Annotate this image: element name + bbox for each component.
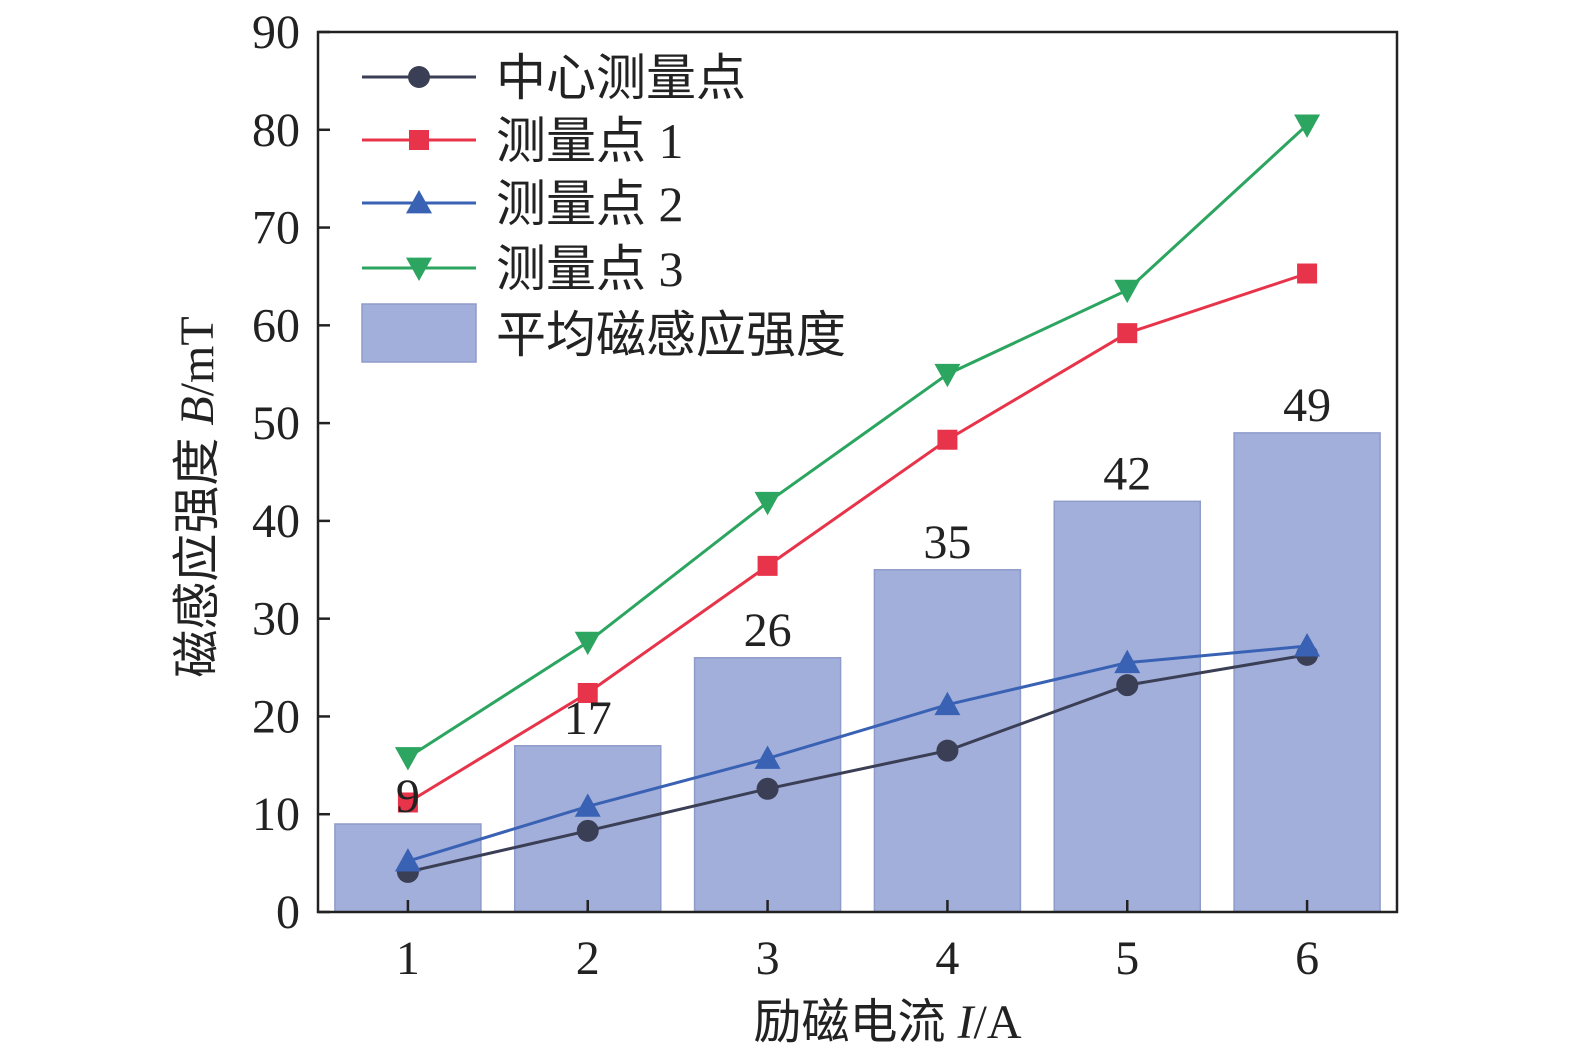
y-tick-label: 40 — [252, 495, 300, 548]
series-line-0 — [407, 653, 1308, 874]
x-tick-label: 2 — [576, 932, 600, 985]
bar-data-label: 9 — [396, 770, 420, 823]
legend-bar-swatch — [361, 303, 477, 363]
bar-data-label: 42 — [1103, 447, 1151, 500]
y-axis-label: 磁感应强度 B/mT — [171, 316, 224, 677]
series-point-1 — [757, 555, 778, 576]
series-line-2 — [407, 644, 1308, 863]
series-point-3 — [754, 491, 781, 516]
bars-layer — [334, 432, 1381, 913]
labels-layer: 9 17 26 35 42 49 — [396, 379, 1331, 823]
y-tick-label: 60 — [252, 299, 300, 352]
y-tick-label: 80 — [252, 104, 300, 157]
x-tick-label: 1 — [396, 932, 420, 985]
y-tick-label: 20 — [252, 690, 300, 743]
legend-marker-2 — [406, 190, 432, 214]
bar-6 — [1233, 432, 1381, 913]
plot-frame — [316, 30, 1399, 914]
y-tick-label: 30 — [252, 593, 300, 646]
lines-layer — [394, 114, 1321, 883]
series-point-1 — [937, 429, 958, 450]
bar-data-label: 35 — [923, 516, 971, 569]
legend-label-1: 测量点 1 — [496, 113, 684, 169]
legend-marker-3 — [406, 257, 432, 281]
series-line-1 — [407, 272, 1308, 804]
x-tick-label: 4 — [935, 932, 959, 985]
series-point-0 — [936, 739, 959, 762]
legend-marker-1 — [409, 130, 429, 150]
series-point-2 — [934, 691, 961, 716]
series-point-2 — [1294, 633, 1321, 657]
y-tick-label: 0 — [276, 886, 300, 939]
x-tick-label: 5 — [1115, 932, 1139, 985]
y-tick-label: 50 — [252, 397, 300, 450]
legend-marker-0 — [408, 66, 430, 88]
series-point-2 — [394, 848, 421, 872]
series-point-1 — [577, 682, 598, 703]
bar-data-label: 17 — [564, 692, 612, 745]
legend-label-bars: 平均磁感应强度 — [496, 307, 846, 363]
y-tick-label: 70 — [252, 202, 300, 255]
series-line-3 — [407, 123, 1309, 759]
x-tick-label: 6 — [1295, 932, 1319, 985]
series-point-3 — [394, 747, 421, 771]
legend-label-3: 测量点 3 — [496, 241, 684, 297]
series-point-1 — [1297, 263, 1318, 284]
series-point-0 — [1116, 674, 1139, 697]
bar-data-label: 26 — [744, 604, 792, 657]
series-point-3 — [1114, 279, 1141, 304]
series-point-0 — [756, 777, 779, 800]
series-point-1 — [1117, 323, 1138, 344]
legend-label-0: 中心测量点 — [496, 50, 746, 106]
y-tick-label: 10 — [252, 788, 300, 841]
legend-label-2: 测量点 2 — [496, 176, 684, 232]
series-point-2 — [1114, 649, 1141, 674]
series-point-0 — [576, 819, 599, 842]
series-point-3 — [1294, 114, 1321, 138]
y-tick-label: 90 — [252, 6, 300, 59]
series-point-3 — [574, 631, 601, 656]
series-point-2 — [754, 745, 781, 769]
bar-data-label: 49 — [1283, 379, 1331, 432]
series-point-3 — [934, 363, 961, 388]
bar-5 — [1053, 500, 1201, 913]
axes-layer: 0 10 20 30 40 50 60 70 80 90 1 2 3 4 5 6 励磁电流 I/A 磁感应强度 B… — [171, 6, 1399, 1049]
series-point-2 — [574, 793, 601, 817]
series-point-1 — [397, 792, 418, 813]
x-tick-label: 3 — [756, 932, 780, 985]
x-axis-label: 励磁电流 I/A — [754, 996, 1022, 1049]
